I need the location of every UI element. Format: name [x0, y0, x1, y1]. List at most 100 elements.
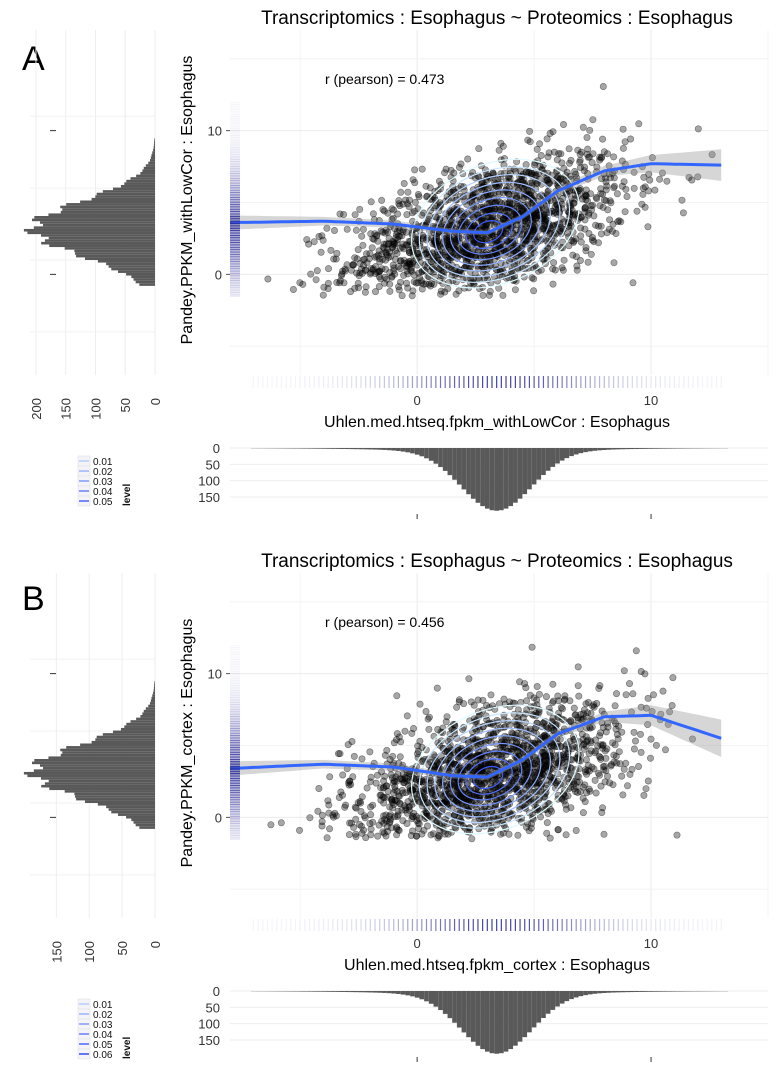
data-point — [522, 161, 530, 169]
data-point — [585, 785, 593, 793]
data-point — [336, 279, 344, 287]
data-point — [396, 232, 404, 240]
data-point — [678, 196, 686, 204]
histogram-bar — [466, 448, 471, 495]
histogram-bar — [672, 991, 677, 992]
data-point — [530, 226, 538, 234]
data-point — [576, 156, 584, 164]
histogram-bar — [667, 448, 673, 449]
histogram-bar — [433, 991, 439, 1007]
histogram-bar — [391, 448, 397, 451]
data-point — [393, 692, 401, 700]
data-point — [398, 243, 406, 251]
data-point — [403, 267, 411, 275]
data-point — [434, 725, 442, 733]
data-point — [425, 725, 433, 733]
data-point — [407, 264, 415, 272]
data-point — [354, 279, 362, 287]
data-point — [376, 267, 384, 275]
data-point — [533, 682, 541, 690]
data-point — [381, 229, 389, 237]
data-point — [621, 138, 629, 146]
data-point — [599, 741, 607, 749]
data-point — [604, 723, 612, 731]
histogram-bar — [84, 257, 155, 260]
data-point — [618, 182, 626, 190]
histogram-bar — [587, 448, 593, 452]
data-point — [342, 801, 350, 809]
data-point — [661, 746, 669, 754]
chart-title: Transcriptomics : Esophagus ~ Proteomics… — [261, 551, 733, 572]
data-point — [528, 179, 536, 187]
data-point — [405, 257, 413, 265]
data-point — [387, 252, 395, 260]
data-point — [610, 184, 618, 192]
data-point — [511, 782, 519, 790]
data-point — [378, 196, 386, 204]
left-hist-tick-label: 50 — [115, 941, 130, 955]
data-point — [390, 777, 398, 785]
histogram-bar — [75, 252, 155, 255]
data-point — [544, 244, 552, 252]
histogram-bar — [143, 166, 155, 170]
data-point — [644, 223, 652, 231]
histogram-bar — [102, 733, 155, 736]
data-point — [403, 259, 411, 267]
data-point — [545, 179, 553, 187]
data-point — [574, 663, 582, 671]
histogram-bar — [606, 991, 612, 993]
data-point — [620, 667, 628, 675]
histogram-bar — [634, 991, 640, 992]
legend-level-label: 0.06 — [93, 1050, 113, 1061]
histogram-bar — [428, 991, 434, 1004]
data-point — [598, 153, 606, 161]
histogram-bar — [48, 236, 156, 240]
data-point — [360, 812, 368, 820]
data-point — [405, 248, 413, 256]
histogram-bar — [33, 226, 156, 229]
histogram-bar — [672, 448, 677, 449]
data-point — [600, 766, 608, 774]
data-point — [351, 284, 359, 292]
data-point — [504, 717, 512, 725]
bottom-hist-tick-label: 100 — [198, 474, 220, 489]
data-point — [399, 789, 407, 797]
data-point — [630, 728, 638, 736]
data-point — [581, 208, 589, 216]
data-point — [559, 195, 567, 203]
histogram-bar — [382, 991, 387, 993]
data-point — [418, 830, 426, 838]
data-point — [587, 202, 595, 210]
histogram-bar — [620, 448, 626, 450]
data-point — [488, 205, 496, 213]
data-point — [554, 172, 562, 180]
histogram-bar — [33, 769, 156, 772]
left-hist-tick-label: 100 — [82, 941, 97, 963]
x-tick-label: 10 — [644, 936, 658, 951]
data-point — [359, 241, 367, 249]
histogram-bar — [676, 448, 682, 449]
data-point — [571, 210, 579, 218]
data-point — [612, 230, 620, 238]
data-point — [408, 812, 416, 820]
bottom-hist-tick-label: 150 — [198, 1033, 220, 1048]
data-point — [413, 750, 421, 758]
data-point — [525, 186, 533, 194]
data-point — [528, 643, 536, 651]
histogram-bar — [517, 448, 523, 499]
histogram-bar — [149, 159, 155, 162]
data-point — [431, 196, 439, 204]
data-point — [409, 176, 417, 184]
data-point — [396, 278, 404, 286]
y-tick-label: 0 — [215, 810, 222, 825]
histogram-bar — [143, 709, 155, 713]
data-point — [530, 249, 538, 257]
histogram-bar — [442, 448, 448, 471]
data-point — [434, 253, 442, 261]
data-point — [606, 779, 614, 787]
data-point — [554, 826, 562, 834]
data-point — [519, 231, 527, 239]
histogram-bar — [597, 991, 602, 994]
data-point — [576, 158, 584, 166]
data-point — [559, 238, 567, 246]
